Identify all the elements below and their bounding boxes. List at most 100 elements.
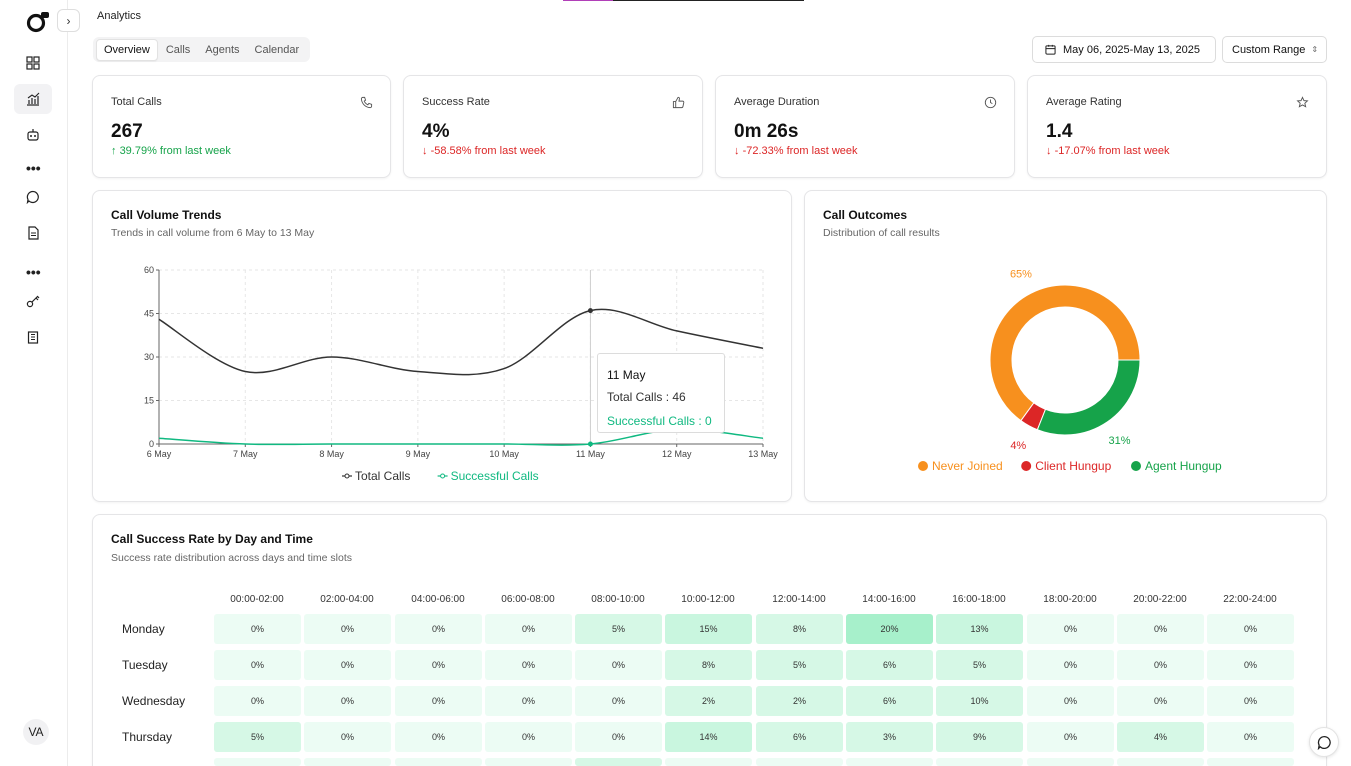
heatmap-cell[interactable]: 5% <box>756 650 843 680</box>
date-range-picker[interactable]: May 06, 2025 - May 13, 2025 <box>1032 36 1216 63</box>
heatmap-cell[interactable]: 0% <box>1117 686 1204 716</box>
tab-calendar[interactable]: Calendar <box>254 43 300 56</box>
heatmap-cell[interactable]: 14% <box>665 722 752 752</box>
dashboard-icon[interactable] <box>14 48 52 78</box>
tooltip-successful: Successful Calls : 0 <box>607 414 712 428</box>
heatmap-cell[interactable]: 0% <box>395 686 482 716</box>
stat-label: Average Rating <box>1046 96 1122 108</box>
heatmap-cell <box>1207 758 1294 766</box>
tab-overview[interactable]: Overview <box>96 38 158 61</box>
heatmap-cell <box>846 758 933 766</box>
clock-icon <box>984 96 997 109</box>
donut-chart: 65% 4% 31% Never Joined Client Hungup Agent H… <box>918 269 1222 473</box>
heatmap-cell[interactable]: 0% <box>304 614 391 644</box>
stat-change: ↓ -72.33% from last week <box>734 145 858 157</box>
heatmap-cell[interactable]: 0% <box>485 722 572 752</box>
heatmap-cell[interactable]: 0% <box>575 686 662 716</box>
star-icon <box>1296 96 1309 108</box>
x-tick-label: 6 May <box>147 449 172 459</box>
heatmap-cell[interactable]: 3% <box>846 722 933 752</box>
heatmap-cell[interactable]: 0% <box>1027 650 1114 680</box>
heatmap-cell[interactable]: 10% <box>936 686 1023 716</box>
sidebar: ••• ••• VA <box>0 0 68 766</box>
heatmap-cell[interactable]: 0% <box>1117 650 1204 680</box>
heatmap-cell[interactable]: 0% <box>304 650 391 680</box>
tab-calls[interactable]: Calls <box>165 43 191 56</box>
heatmap-cell <box>1027 758 1114 766</box>
heatmap-cell[interactable]: 6% <box>846 650 933 680</box>
heatmap-cell[interactable]: 0% <box>1027 614 1114 644</box>
heatmap-cell[interactable]: 8% <box>665 650 752 680</box>
heatmap-cell[interactable]: 0% <box>485 686 572 716</box>
heatmap-slot-header: 02:00-04:00 <box>320 594 374 605</box>
heatmap-cell[interactable]: 8% <box>756 614 843 644</box>
sidebar-toggle-button[interactable]: › <box>57 9 80 32</box>
heatmap-cell[interactable]: 0% <box>395 650 482 680</box>
heatmap-cell[interactable]: 6% <box>756 722 843 752</box>
chat-icon[interactable] <box>14 182 52 212</box>
bot-icon[interactable] <box>14 120 52 150</box>
range-select[interactable]: Custom Range ⇕ <box>1222 36 1327 63</box>
heatmap-cell[interactable]: 2% <box>665 686 752 716</box>
x-tick-label: 13 May <box>748 449 778 459</box>
heatmap-cell[interactable]: 0% <box>575 722 662 752</box>
heatmap-cell[interactable]: 0% <box>395 614 482 644</box>
tab-agents[interactable]: Agents <box>205 43 240 56</box>
heatmap-cell[interactable]: 15% <box>665 614 752 644</box>
card-subtitle: Distribution of call results <box>823 227 940 239</box>
heatmap-cell[interactable]: 0% <box>214 686 301 716</box>
heatmap-cell[interactable]: 0% <box>485 614 572 644</box>
heatmap-slot-header: 16:00-18:00 <box>952 594 1006 605</box>
heatmap-cell[interactable]: 20% <box>846 614 933 644</box>
heatmap-cell[interactable]: 0% <box>1027 686 1114 716</box>
heatmap-cell[interactable]: 5% <box>575 614 662 644</box>
legend-label: Agent Hungup <box>1145 459 1222 473</box>
heatmap-cell[interactable]: 13% <box>936 614 1023 644</box>
heatmap-cell[interactable]: 2% <box>756 686 843 716</box>
y-tick-label: 45 <box>144 309 154 319</box>
key-icon[interactable] <box>14 286 52 316</box>
heatmap-cell[interactable]: 9% <box>936 722 1023 752</box>
heatmap-day-label: Wednesday <box>122 694 186 708</box>
heatmap-cell[interactable]: 0% <box>304 722 391 752</box>
range-select-label: Custom Range <box>1232 43 1306 56</box>
card-title: Call Success Rate by Day and Time <box>111 532 313 546</box>
building-icon[interactable] <box>14 322 52 352</box>
stat-value: 267 <box>111 121 143 142</box>
x-tick-label: 12 May <box>662 449 692 459</box>
heatmap-slot-header: 22:00-24:00 <box>1223 594 1277 605</box>
legend-dot <box>918 461 928 471</box>
donut-slice-agent-hungup <box>1036 359 1141 436</box>
heatmap-cell[interactable]: 0% <box>214 650 301 680</box>
heatmap-cell[interactable]: 0% <box>395 722 482 752</box>
heatmap-slot-header: 20:00-22:00 <box>1133 594 1187 605</box>
more-icon[interactable]: ••• <box>26 160 41 176</box>
x-tick-label: 7 May <box>233 449 258 459</box>
heatmap-cell[interactable]: 0% <box>1207 722 1294 752</box>
heatmap-cell[interactable]: 5% <box>936 650 1023 680</box>
analytics-icon[interactable] <box>14 84 52 114</box>
heatmap-cell[interactable]: 0% <box>575 650 662 680</box>
line-chart: 0 15 30 45 60 6 May 7 May 8 May 9 May 10 May 11 Ma… <box>144 265 778 483</box>
heatmap-cell[interactable]: 0% <box>1027 722 1114 752</box>
heatmap-cell[interactable]: 0% <box>214 614 301 644</box>
heatmap-cell[interactable]: 6% <box>846 686 933 716</box>
document-icon[interactable] <box>14 218 52 248</box>
stat-card-total-calls: Total Calls 267 ↑ 39.79% from last week <box>92 75 391 178</box>
card-subtitle: Trends in call volume from 6 May to 13 M… <box>111 227 315 239</box>
more-icon[interactable]: ••• <box>26 264 41 280</box>
heatmap-cell[interactable]: 4% <box>1117 722 1204 752</box>
support-chat-button[interactable] <box>1309 727 1339 757</box>
calendar-icon <box>1045 44 1056 55</box>
heatmap-cell <box>395 758 482 766</box>
avatar[interactable]: VA <box>23 719 49 745</box>
donut-slice-never-joined <box>989 284 1141 422</box>
heatmap-cell[interactable]: 0% <box>304 686 391 716</box>
heatmap-cell[interactable]: 5% <box>214 722 301 752</box>
heatmap-cell[interactable]: 0% <box>1207 614 1294 644</box>
heatmap-cell[interactable]: 0% <box>1207 686 1294 716</box>
stat-card-average-duration: Average Duration 0m 26s ↓ -72.33% from l… <box>715 75 1015 178</box>
heatmap-cell[interactable]: 0% <box>1117 614 1204 644</box>
heatmap-cell[interactable]: 0% <box>1207 650 1294 680</box>
heatmap-cell[interactable]: 0% <box>485 650 572 680</box>
